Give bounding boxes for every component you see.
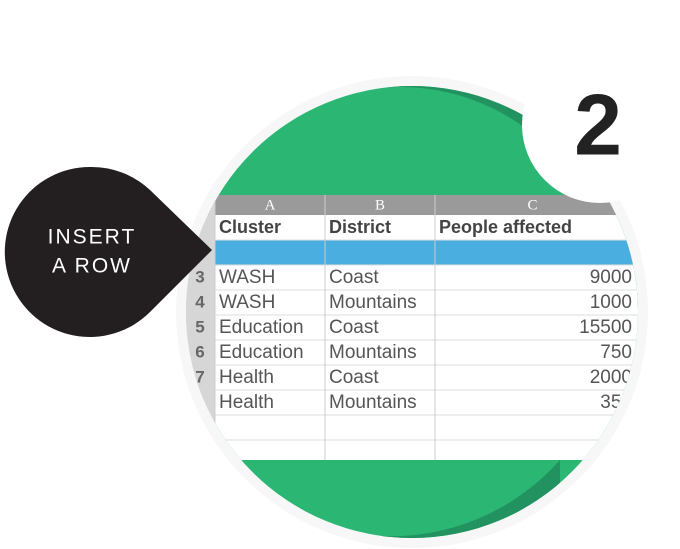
cell: Education — [219, 342, 304, 363]
cell: WASH — [219, 267, 275, 288]
cell: Education — [219, 317, 304, 338]
row-number: 4 — [195, 292, 205, 311]
step-number: 2 — [574, 78, 622, 174]
cell: 15500 — [579, 317, 632, 338]
cell: Mountains — [329, 392, 417, 413]
callout — [4, 166, 213, 337]
column-label: B — [375, 197, 385, 213]
cell: Coast — [329, 267, 379, 288]
column-label: C — [527, 197, 537, 213]
column-bar — [186, 195, 638, 215]
grid — [214, 195, 638, 460]
header-cell: District — [329, 217, 391, 237]
row-number: 5 — [195, 317, 204, 336]
inserted-row — [215, 240, 638, 265]
header-cell: People affected — [439, 217, 572, 237]
row-number: 6 — [195, 342, 204, 361]
cell: Health — [219, 392, 274, 413]
sheet — [186, 195, 638, 460]
header-cell: Cluster — [219, 217, 281, 237]
notch — [522, 47, 678, 203]
cell: Mountains — [329, 292, 417, 313]
cell: Health — [219, 367, 274, 388]
cell: Mountains — [329, 342, 417, 363]
cell: Coast — [329, 367, 379, 388]
row-number: 7 — [195, 367, 204, 386]
cell: 9000 — [590, 267, 632, 288]
cell: 750 — [600, 342, 632, 363]
column-label: A — [265, 197, 276, 213]
cell: 1000 — [590, 292, 632, 313]
cell: WASH — [219, 292, 275, 313]
cell: Coast — [329, 317, 379, 338]
callout-line: INSERT — [48, 226, 137, 249]
cell: 2000 — [590, 367, 632, 388]
callout-line: A ROW — [52, 255, 132, 278]
row-number: 3 — [195, 267, 204, 286]
